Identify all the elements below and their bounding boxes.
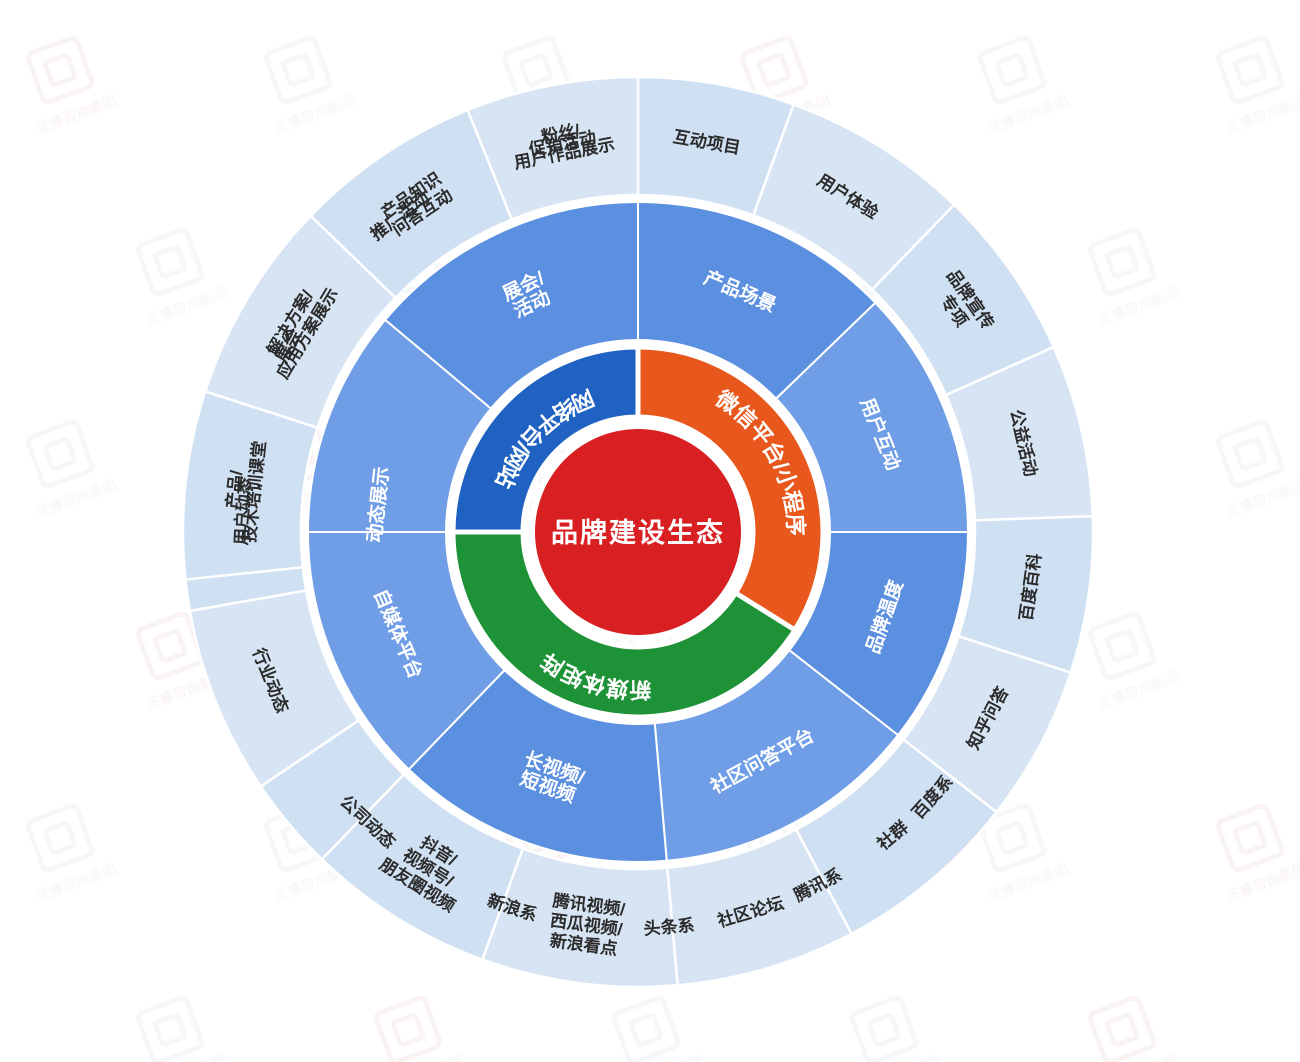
outer-ring-label: 用户动态	[231, 477, 255, 546]
inner-ring-segment[interactable]	[635, 344, 826, 634]
svg-text:正睿咨询集团: 正睿咨询集团	[1096, 284, 1180, 328]
svg-text:正睿咨询集团: 正睿咨询集团	[34, 476, 118, 520]
svg-text:正睿咨询集团: 正睿咨询集团	[34, 860, 118, 904]
svg-text:用户动态: 用户动态	[231, 477, 255, 546]
outer-ring-segment[interactable]	[308, 108, 514, 300]
middle-ring-segment[interactable]	[407, 668, 668, 863]
svg-text:正睿咨询集团: 正睿咨询集团	[986, 860, 1070, 904]
hub-label: 品牌建设生态	[551, 518, 725, 548]
svg-text:正睿咨询集团: 正睿咨询集团	[272, 92, 356, 136]
middle-ring-segment[interactable]	[653, 648, 900, 862]
outer-ring-segment[interactable]	[870, 202, 1056, 397]
outer-ring-segment[interactable]	[636, 75, 796, 217]
svg-text:产品/: 产品/	[222, 469, 246, 510]
inner-ring-segment[interactable]	[450, 344, 641, 535]
svg-text:正睿咨询集团: 正睿咨询集团	[144, 284, 228, 328]
outer-ring-segment[interactable]	[794, 737, 999, 936]
outer-ring-segment[interactable]	[320, 772, 525, 962]
svg-text:正睿咨询集团: 正睿咨询集团	[1096, 668, 1180, 712]
outer-ring-segment[interactable]	[188, 589, 361, 789]
outer-ring-segment[interactable]	[181, 389, 320, 581]
outer-ring-label: 头条系	[643, 915, 695, 939]
inner-ring	[450, 344, 826, 720]
middle-ring	[306, 200, 970, 863]
middle-ring-segment[interactable]	[774, 301, 970, 533]
outer-ring-segment[interactable]	[465, 75, 640, 222]
middle-ring-segment[interactable]	[383, 200, 639, 410]
outer-ring-segment[interactable]	[666, 827, 854, 987]
svg-text:正睿咨询集团: 正睿咨询集团	[986, 92, 1070, 136]
outer-ring-segment[interactable]	[203, 214, 398, 430]
middle-ring-segment[interactable]	[637, 200, 877, 401]
outer-ring-label: 腾讯视频/西瓜视频/新浪看点	[549, 890, 627, 959]
svg-text:头条系: 头条系	[643, 915, 695, 939]
inner-ring-segment[interactable]	[450, 529, 799, 720]
outer-ring-segment[interactable]	[956, 514, 1095, 675]
outer-ring	[181, 75, 1095, 989]
outer-ring-segment[interactable]	[901, 634, 1073, 814]
hub-circle[interactable]	[535, 429, 741, 635]
outer-ring-segment[interactable]	[751, 102, 956, 292]
middle-ring-segment[interactable]	[306, 531, 507, 771]
svg-text:正睿咨询集团: 正睿咨询集团	[34, 92, 118, 136]
outer-ring-segment[interactable]	[944, 345, 1095, 522]
